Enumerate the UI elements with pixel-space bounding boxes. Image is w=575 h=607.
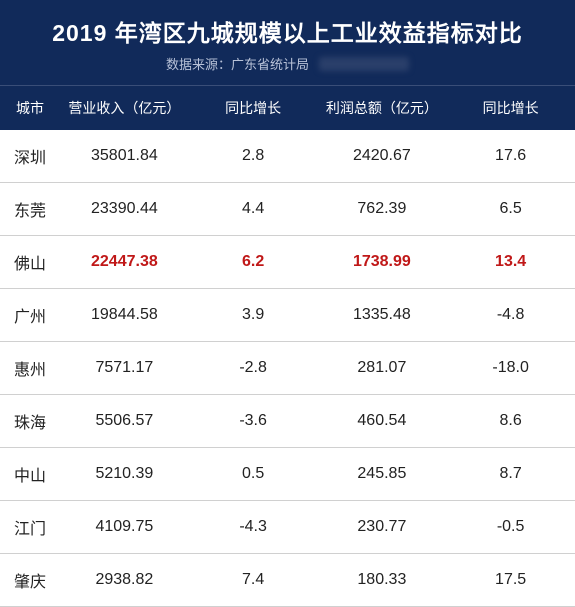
cell-revenue: 5210.39	[60, 448, 189, 501]
cell-rev_growth: -4.3	[189, 501, 318, 554]
cell-profit_growth: -18.0	[446, 342, 575, 395]
cell-rev_growth: 3.9	[189, 289, 318, 342]
table-row: 江门4109.75-4.3230.77-0.5	[0, 501, 575, 554]
table-body: 深圳35801.842.82420.6717.6东莞23390.444.4762…	[0, 130, 575, 607]
cell-profit_growth: -0.5	[446, 501, 575, 554]
cell-city: 深圳	[0, 130, 60, 183]
cell-profit: 230.77	[318, 501, 447, 554]
table-row: 东莞23390.444.4762.396.5	[0, 183, 575, 236]
source-label: 数据来源：	[166, 57, 231, 72]
col-profit-growth: 同比增长	[446, 86, 575, 131]
cell-city: 珠海	[0, 395, 60, 448]
cell-profit_growth: 8.7	[446, 448, 575, 501]
cell-rev_growth: 7.4	[189, 554, 318, 607]
cell-profit: 2420.67	[318, 130, 447, 183]
col-revenue: 营业收入（亿元）	[60, 86, 189, 131]
cell-city: 中山	[0, 448, 60, 501]
cell-profit_growth: 8.6	[446, 395, 575, 448]
table-row: 肇庆2938.827.4180.3317.5	[0, 554, 575, 607]
cell-rev_growth: 0.5	[189, 448, 318, 501]
cell-profit_growth: 13.4	[446, 236, 575, 289]
table-header-row: 城市 营业收入（亿元） 同比增长 利润总额（亿元） 同比增长	[0, 86, 575, 131]
cell-rev_growth: 2.8	[189, 130, 318, 183]
cell-profit: 1335.48	[318, 289, 447, 342]
cell-revenue: 35801.84	[60, 130, 189, 183]
table-row: 深圳35801.842.82420.6717.6	[0, 130, 575, 183]
cell-profit: 762.39	[318, 183, 447, 236]
cell-city: 佛山	[0, 236, 60, 289]
table-header: 2019 年湾区九城规模以上工业效益指标对比 数据来源：广东省统计局	[0, 0, 575, 85]
cell-profit: 180.33	[318, 554, 447, 607]
cell-city: 东莞	[0, 183, 60, 236]
cell-profit: 245.85	[318, 448, 447, 501]
cell-revenue: 2938.82	[60, 554, 189, 607]
cell-profit: 460.54	[318, 395, 447, 448]
cell-profit: 281.07	[318, 342, 447, 395]
table-row: 惠州7571.17-2.8281.07-18.0	[0, 342, 575, 395]
cell-revenue: 23390.44	[60, 183, 189, 236]
col-profit: 利润总额（亿元）	[318, 86, 447, 131]
page-title: 2019 年湾区九城规模以上工业效益指标对比	[10, 14, 565, 48]
cell-profit_growth: 17.6	[446, 130, 575, 183]
cell-profit_growth: 6.5	[446, 183, 575, 236]
cell-profit_growth: -4.8	[446, 289, 575, 342]
cell-profit_growth: 17.5	[446, 554, 575, 607]
cell-rev_growth: -3.6	[189, 395, 318, 448]
source-line: 数据来源：广东省统计局	[10, 54, 565, 73]
cell-rev_growth: 6.2	[189, 236, 318, 289]
cell-city: 江门	[0, 501, 60, 554]
cell-rev_growth: -2.8	[189, 342, 318, 395]
cell-city: 广州	[0, 289, 60, 342]
cell-revenue: 4109.75	[60, 501, 189, 554]
table-row: 广州19844.583.91335.48-4.8	[0, 289, 575, 342]
table-row: 中山5210.390.5245.858.7	[0, 448, 575, 501]
cell-revenue: 5506.57	[60, 395, 189, 448]
source-value: 广东省统计局	[231, 57, 309, 72]
cell-revenue: 19844.58	[60, 289, 189, 342]
data-table: 城市 营业收入（亿元） 同比增长 利润总额（亿元） 同比增长 深圳35801.8…	[0, 85, 575, 607]
table-row: 佛山22447.386.21738.9913.4	[0, 236, 575, 289]
cell-rev_growth: 4.4	[189, 183, 318, 236]
cell-revenue: 22447.38	[60, 236, 189, 289]
cell-revenue: 7571.17	[60, 342, 189, 395]
col-city: 城市	[0, 86, 60, 131]
col-rev-growth: 同比增长	[189, 86, 318, 131]
table-row: 珠海5506.57-3.6460.548.6	[0, 395, 575, 448]
cell-city: 惠州	[0, 342, 60, 395]
redacted-block	[319, 57, 409, 71]
cell-city: 肇庆	[0, 554, 60, 607]
cell-profit: 1738.99	[318, 236, 447, 289]
